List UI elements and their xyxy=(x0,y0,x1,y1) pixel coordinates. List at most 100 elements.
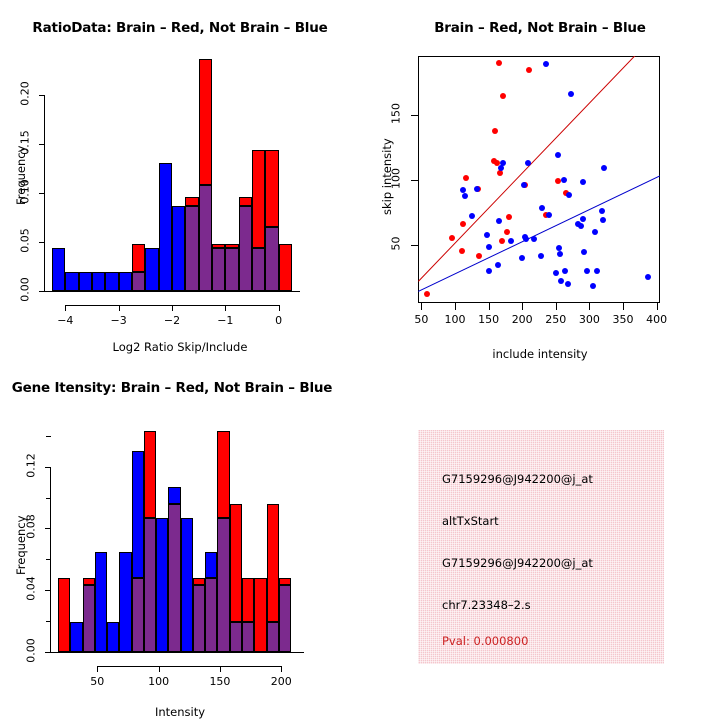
x-axis-line xyxy=(97,666,282,667)
x-axis-tick-label: 150 xyxy=(478,313,500,326)
histogram-bar-red xyxy=(192,577,206,585)
x-axis-tick xyxy=(281,666,283,672)
histogram-bar-blue xyxy=(70,621,83,652)
histogram-bar-red xyxy=(58,577,71,652)
x-axis-tick-label: 100 xyxy=(148,675,170,688)
scatter-point-red xyxy=(423,290,430,297)
gene-info-panel: G7159296@J942200@j_at altTxStart G715929… xyxy=(418,430,664,664)
plot-baseline xyxy=(44,291,300,292)
scatter-point-red xyxy=(492,128,499,135)
histogram-bar-overlap xyxy=(168,504,181,652)
scatter-point-blue xyxy=(579,215,586,222)
scatter-point-blue xyxy=(574,220,581,227)
scatter-point-blue xyxy=(460,186,467,193)
histogram-bar-red xyxy=(185,197,199,207)
x-axis-tick-label: 250 xyxy=(545,313,567,326)
x-axis-tick-label: −3 xyxy=(110,314,127,327)
scatter-point-red xyxy=(497,170,503,176)
scatter-point-red xyxy=(554,177,561,184)
scatter-point-blue xyxy=(522,236,529,243)
panel-gene-histogram: Gene Itensity: Brain – Red, Not Brain – … xyxy=(0,360,360,720)
scatter-point-red xyxy=(495,59,502,66)
histogram-bar-red xyxy=(266,504,279,622)
scatter-point-blue xyxy=(553,270,560,277)
x-axis-tick xyxy=(225,305,227,311)
histogram-bar-blue xyxy=(119,551,132,652)
histogram-bar-red xyxy=(238,197,252,207)
panel-ratio-histogram: RatioData: Brain – Red, Not Brain – Blue… xyxy=(0,0,360,360)
scatter-point-blue xyxy=(486,267,493,274)
x-axis-tick-label: −4 xyxy=(57,314,74,327)
scatter-point-blue xyxy=(507,237,514,244)
histogram-bar-red xyxy=(198,58,212,185)
scatter-point-red xyxy=(500,93,507,100)
y-axis-minor-tick xyxy=(46,435,51,437)
histogram-bar-blue xyxy=(94,551,108,652)
ratio-hist-plot-area xyxy=(52,56,292,291)
scatter-point-blue xyxy=(583,267,590,274)
histogram-bar-red xyxy=(82,577,95,585)
histogram-bar-red xyxy=(229,504,243,622)
ratio-hist-xlabel: Log2 Ratio Skip/Include xyxy=(112,340,248,354)
histogram-bar-overlap xyxy=(198,184,212,291)
scatter-point-blue xyxy=(520,181,527,188)
x-axis-tick xyxy=(219,666,221,672)
histogram-bar-overlap xyxy=(278,584,292,652)
histogram-bar-overlap xyxy=(132,271,146,291)
x-axis-tick-label: 350 xyxy=(612,313,634,326)
x-axis-tick-label: 300 xyxy=(578,313,600,326)
y-axis-tick-label: 0.10 xyxy=(18,179,32,204)
scatter-point-blue xyxy=(566,192,573,199)
scatter-point-blue xyxy=(556,245,563,252)
histogram-bar-red xyxy=(254,577,267,652)
x-axis-tick-label: 400 xyxy=(646,313,668,326)
histogram-bar-blue xyxy=(172,206,186,291)
y-axis-tick-label: 0.04 xyxy=(24,576,38,601)
scatter-point-blue xyxy=(598,207,605,214)
y-axis-minor-tick xyxy=(46,497,51,499)
x-axis-tick xyxy=(488,303,490,310)
y-axis-tick xyxy=(411,244,418,246)
x-axis-tick xyxy=(623,303,625,310)
histogram-bar-blue xyxy=(180,518,193,652)
scatter-point-blue xyxy=(557,277,564,284)
scatter-point-blue xyxy=(567,90,574,97)
ratio-hist-title: RatioData: Brain – Red, Not Brain – Blue xyxy=(32,20,328,36)
scatter-plot-area xyxy=(418,56,660,303)
scatter-point-blue xyxy=(589,283,596,290)
scatter-point-blue xyxy=(531,236,538,243)
scatter-point-blue xyxy=(462,193,469,200)
x-axis-tick xyxy=(454,303,456,310)
scatter-point-red xyxy=(458,248,465,254)
scatter-point-blue xyxy=(500,159,507,166)
x-axis-tick-label: −1 xyxy=(217,314,234,327)
x-axis-tick-label: 50 xyxy=(90,675,105,688)
histogram-bar-overlap xyxy=(212,248,226,291)
x-axis-tick xyxy=(172,305,173,311)
scatter-point-blue xyxy=(494,262,501,269)
histogram-bar-overlap xyxy=(192,584,206,652)
histogram-bar-red xyxy=(265,149,279,228)
scatter-point-blue xyxy=(525,159,532,166)
y-axis-tick xyxy=(39,193,45,195)
histogram-bar-overlap xyxy=(265,227,279,291)
scatter-point-blue xyxy=(591,228,598,235)
histogram-bar-overlap xyxy=(185,206,199,291)
x-axis-tick xyxy=(656,303,658,310)
scatter-point-blue xyxy=(560,176,567,183)
histogram-bar-red xyxy=(278,244,292,291)
histogram-bar-overlap xyxy=(266,621,279,652)
scatter-point-blue xyxy=(497,164,504,171)
histogram-bar-red xyxy=(225,244,239,249)
scatter-xlabel: include intensity xyxy=(492,347,588,361)
scatter-point-blue xyxy=(564,280,571,287)
scatter-point-blue xyxy=(554,151,561,158)
y-axis-tick-label: 0.00 xyxy=(24,638,38,663)
scatter-point-red xyxy=(525,67,532,74)
scatter-point-blue xyxy=(538,253,545,260)
scatter-point-blue xyxy=(539,205,546,212)
scatter-point-blue xyxy=(543,60,550,67)
histogram-bar-overlap xyxy=(252,248,266,291)
histogram-bar-red xyxy=(242,577,255,622)
scatter-point-red xyxy=(462,175,469,182)
